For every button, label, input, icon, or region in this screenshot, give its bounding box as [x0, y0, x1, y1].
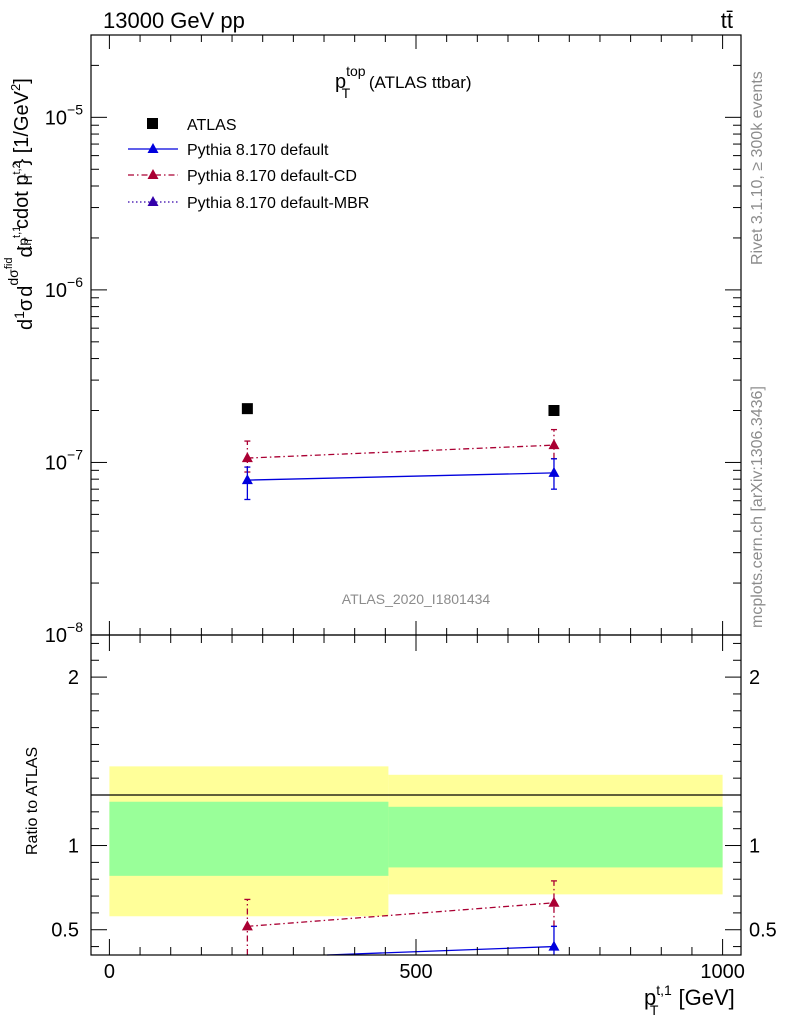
y-tick-label: 10−7 — [45, 446, 83, 474]
main-series-line — [247, 472, 554, 481]
ratio-point — [548, 896, 560, 907]
process-label: tt̄ — [721, 8, 733, 33]
legend-mbr-label: Pythia 8.170 default-MBR — [187, 195, 369, 212]
ratio-y-tick-label-right: 1 — [749, 836, 760, 858]
y-tick-base: 10 — [45, 280, 67, 302]
ratio-uncertainty-band — [109, 801, 389, 876]
ratio-axes: 0.5 0.5 1 1 2 2 0 500 1000 — [51, 635, 777, 983]
title-main: p — [335, 71, 346, 93]
main-point — [241, 452, 253, 463]
ratio-marks — [241, 880, 560, 956]
legend: ATLAS Pythia 8.170 default Pythia 8.170 … — [128, 117, 369, 212]
ratio-y-tick-label-right: 0.5 — [749, 920, 777, 942]
main-panel: 10−810−710−610−5 ptop T (ATLAS ttbar) ATL… — [3, 34, 742, 647]
main-atlas-point — [241, 403, 253, 415]
y-tick-exp: −5 — [67, 101, 83, 117]
ratio-y-tick-label-left: 2 — [68, 667, 79, 689]
ratio-y-label: Ratio to ATLAS — [24, 747, 41, 855]
legend-cd-marker — [147, 169, 159, 179]
legend-default-label: Pythia 8.170 default — [187, 142, 329, 159]
title-sub: T — [342, 85, 351, 101]
ratio-bands — [109, 766, 723, 917]
main-point — [548, 466, 560, 477]
ratio-series-line — [327, 945, 554, 956]
ratio-y-tick-label-left: 0.5 — [51, 920, 79, 942]
y-tick-label: 10−6 — [45, 274, 83, 302]
y-tick-exp: −6 — [67, 274, 83, 290]
mcplots-label: mcplots.cern.ch [arXiv:1306.3436] — [749, 386, 766, 628]
main-point — [241, 474, 253, 485]
ratio-point — [548, 940, 560, 951]
x-axis-label: pt,1 T [GeV] — [644, 982, 735, 1018]
analysis-label: ATLAS_2020_I1801434 — [342, 591, 491, 607]
y-tick-base: 10 — [45, 625, 67, 647]
main-series-line — [247, 444, 554, 459]
ratio-panel: 0.5 0.5 1 1 2 2 0 500 1000 Ratio to ATLAS pt,1 T … — [24, 634, 777, 1018]
legend-default-marker — [147, 143, 159, 153]
x-tick-label: 500 — [399, 961, 432, 983]
legend-atlas-label: ATLAS — [187, 117, 237, 134]
legend-atlas-marker — [147, 118, 158, 129]
title-sup: top — [346, 63, 366, 79]
x-tick-label: 0 — [104, 961, 115, 983]
y-tick-base: 10 — [45, 452, 67, 474]
title-suffix: (ATLAS ttbar) — [364, 73, 471, 92]
ratio-y-tick-label-right: 2 — [749, 667, 760, 689]
main-atlas-point — [548, 404, 560, 416]
legend-mbr-marker — [147, 196, 159, 206]
beam-label: 13000 GeV pp — [103, 8, 245, 33]
main-marks — [241, 403, 560, 501]
ratio-uncertainty-band — [388, 806, 723, 868]
y-tick-exp: −8 — [67, 619, 83, 635]
rivet-label: Rivet 3.1.10, ≥ 300k events — [749, 71, 766, 265]
y-tick-base: 10 — [45, 107, 67, 129]
ratio-y-tick-label-left: 1 — [68, 836, 79, 858]
ratio-point — [241, 920, 253, 931]
plot-title: ptop T (ATLAS ttbar) — [335, 63, 472, 101]
y-tick-label: 10−8 — [45, 619, 83, 647]
main-point — [548, 439, 560, 450]
y-axis-label: d1σddσfidd{pt,1Tcdot pt,2T} [1/GeV2] — [3, 78, 37, 330]
ratio-series-line — [247, 902, 555, 928]
main-y-axis: 10−810−710−610−5 — [45, 35, 741, 647]
legend-cd-label: Pythia 8.170 default-CD — [187, 168, 357, 185]
y-tick-exp: −7 — [67, 446, 83, 462]
y-tick-label: 10−5 — [45, 101, 83, 129]
x-tick-label: 1000 — [700, 961, 745, 983]
